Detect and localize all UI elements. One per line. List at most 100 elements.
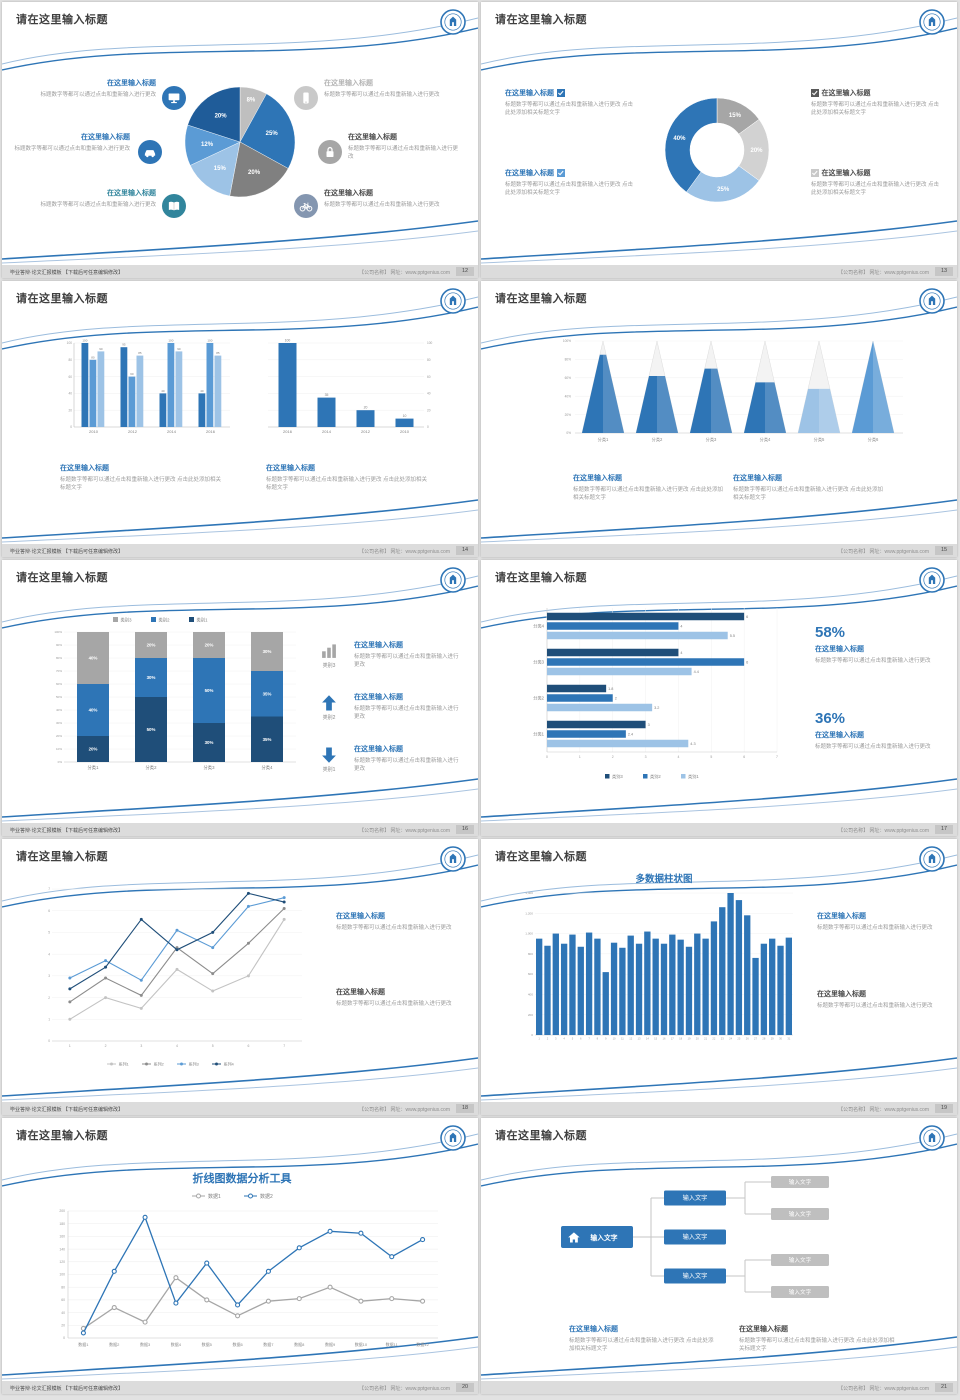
slide-title: 请在这里输入标题 [16, 572, 108, 584]
svg-text:100: 100 [285, 339, 291, 343]
slide-15[interactable]: 请在这里输入标题 0% 20% 40% 60% 80% 100% 分类1 分类2 分类3 分类4 分… [481, 281, 957, 557]
svg-text:分类1: 分类1 [88, 764, 100, 771]
svg-text:85: 85 [216, 351, 220, 355]
callout-body: 标题数字等都可以通过点击和重新输入进行更改 [40, 91, 156, 98]
svg-text:25: 25 [737, 1037, 740, 1041]
svg-text:0: 0 [531, 1033, 533, 1037]
svg-text:14: 14 [646, 1037, 649, 1041]
slide-footer: 毕业答辩·论文汇报模板 【下载后可任意编辑修改】 【公司名称】 网址：www.p… [2, 544, 478, 557]
text-block: 在这里输入标题 标题数字等都可以通过点击和重新输入进行更改 点击此处添加相关标题… [733, 473, 885, 502]
svg-text:2016: 2016 [206, 429, 216, 434]
svg-text:3: 3 [140, 1044, 142, 1048]
single-bar-chart: 0 20 40 60 80 100 100 2016 35 2014 20 2012 10 2010 [268, 339, 433, 434]
svg-text:19: 19 [687, 1037, 690, 1041]
svg-text:90: 90 [177, 347, 181, 351]
svg-text:20: 20 [427, 408, 431, 412]
slide-18[interactable]: 请在这里输入标题 0 1 2 3 4 5 6 7 1 2 3 4 5 6 7 系列1 系列2 系列3 系列4 在这里… [2, 839, 478, 1115]
svg-text:25%: 25% [266, 131, 279, 137]
svg-text:35%: 35% [263, 691, 272, 696]
svg-text:15%: 15% [214, 166, 227, 172]
svg-text:输入文字: 输入文字 [683, 1272, 708, 1280]
svg-text:18: 18 [679, 1037, 682, 1041]
text-block: 在这里输入标题 标题数字等都可以通过点击和重新输入进行更改 [336, 911, 458, 932]
callout-block: 在这里输入标题 标题数字等都可以通过点击和重新输入进行更改 [32, 188, 156, 209]
svg-text:20%: 20% [750, 148, 763, 154]
svg-text:6: 6 [247, 1044, 249, 1048]
page-number: 19 [935, 1104, 953, 1113]
svg-text:60: 60 [427, 375, 431, 379]
slide-16[interactable]: 请在这里输入标题 类别3 类别2 类别1 0% 10% 20% 30% 40% 50% 60% 70… [2, 560, 478, 836]
school-logo-icon [919, 846, 945, 872]
svg-text:100: 100 [427, 341, 433, 345]
svg-text:7: 7 [776, 755, 778, 759]
slide-title: 请在这里输入标题 [495, 14, 587, 26]
block-body: 标题数字等都可以通过点击和重新输入进行更改 点击此处添加相关标题文字 [573, 486, 724, 501]
svg-text:输入文字: 输入文字 [683, 1233, 708, 1241]
block-title: 在这里输入标题 [354, 694, 403, 701]
bottom-swoosh-decoration [481, 219, 957, 265]
callout-title: 在这里输入标题 [324, 190, 373, 197]
svg-text:90: 90 [99, 347, 103, 351]
slide-title: 请在这里输入标题 [495, 851, 587, 863]
footer-right-text: 【公司名称】 网址：www.pptgenius.com [359, 549, 450, 555]
block-body: 标题数字等都可以通过点击和重新输入进行更改 点击此处添加相关标题文字 [739, 1337, 895, 1352]
svg-text:28: 28 [762, 1037, 765, 1041]
svg-text:80%: 80% [565, 358, 572, 362]
callout-title: 在这里输入标题 [107, 190, 156, 197]
school-logo-icon [440, 9, 466, 35]
slide-19[interactable]: 请在这里输入标题 多数据柱状图 0 200 400 600 800 1,000 1,200 1,… [481, 839, 957, 1115]
slide-20[interactable]: 请在这里输入标题 折线图数据分析工具 数据1 数据2 0 20 40 60 80 100 120 1… [2, 1118, 478, 1394]
svg-text:40%: 40% [89, 656, 98, 661]
block-body: 标题数字等都可以通过点击和重新输入进行更改 点击此处添加相关标题文字 [733, 486, 884, 501]
svg-text:80%: 80% [56, 656, 62, 660]
bottom-swoosh-decoration [481, 498, 957, 544]
svg-text:分类2: 分类2 [652, 436, 663, 443]
svg-text:20%: 20% [147, 643, 156, 648]
slide-footer: 毕业答辩·论文汇报模板 【下载后可任意编辑修改】 【公司名称】 网址：www.p… [2, 1381, 478, 1394]
svg-text:2014: 2014 [167, 429, 177, 434]
svg-text:26: 26 [746, 1037, 749, 1041]
svg-text:2012: 2012 [128, 429, 138, 434]
bottom-swoosh-decoration [2, 777, 478, 823]
svg-text:400: 400 [528, 993, 533, 997]
svg-text:20%: 20% [205, 643, 214, 648]
block-body: 标题数字等都可以通过点击和重新输入进行更改 点击此处添加相关标题文字 [266, 476, 428, 491]
block-title: 在这里输入标题 [60, 465, 109, 472]
svg-text:40: 40 [68, 392, 72, 396]
svg-text:60%: 60% [565, 376, 572, 380]
slide-17[interactable]: 请在这里输入标题 0 1 2 3 4 5 6 7 6 4 5.5 分类4 4 6 4.4 分类3 1.8 2 3.2… [481, 560, 957, 836]
svg-text:多数据柱状图: 多数据柱状图 [635, 873, 692, 885]
slide-footer: 毕业答辩·论文汇报模板 【下载后可任意编辑修改】 【公司名称】 网址：www.p… [2, 1102, 478, 1115]
block-title: 在这里输入标题 [739, 1326, 788, 1333]
footer-left-text: 毕业答辩·论文汇报模板 【下载后可任意编辑修改】 [10, 270, 124, 276]
school-logo-icon [440, 567, 466, 593]
slide-footer: 【公司名称】 网址：www.pptgenius.com 21 [481, 1381, 957, 1394]
svg-text:数据7: 数据7 [263, 1341, 274, 1347]
svg-text:100: 100 [82, 339, 87, 343]
svg-text:数据3: 数据3 [140, 1341, 151, 1347]
svg-text:数据6: 数据6 [232, 1341, 243, 1347]
checklist-body: 标题数字等都可以通过点击和重新输入进行更改 点击此处添加相关标题文字 [505, 102, 634, 117]
svg-text:数据8: 数据8 [294, 1341, 305, 1347]
svg-text:5: 5 [48, 931, 50, 935]
school-logo-icon [919, 567, 945, 593]
svg-text:10: 10 [403, 414, 407, 418]
svg-text:6: 6 [746, 615, 748, 619]
slide-13[interactable]: 请在这里输入标题 15% 20% 25% 40% 在这里输入标题 标题数字等都可以通过… [481, 2, 957, 278]
text-block: 在这里输入标题 标题数字等都可以通过点击和重新输入进行更改 点击此处添加相关标题… [266, 463, 428, 492]
slide-12[interactable]: 请在这里输入标题 8% 25% 20% 15% 12% 20% 在这里输入标题 标题数字等… [2, 2, 478, 278]
svg-text:95: 95 [122, 343, 126, 347]
slide-title: 请在这里输入标题 [495, 293, 587, 305]
page-number: 20 [456, 1383, 474, 1392]
callout-block: 在这里输入标题 标题数字等都可以通过点击和重新输入进行更改 [324, 188, 444, 209]
stat-block: 36% 在这里输入标题 标题数字等都可以通过点击和重新输入进行更改 [815, 710, 937, 751]
svg-text:50%: 50% [56, 695, 62, 699]
svg-text:7: 7 [588, 1037, 590, 1041]
svg-text:10%: 10% [56, 747, 62, 751]
svg-text:类别3: 类别3 [121, 617, 133, 624]
page-number: 13 [935, 267, 953, 276]
slide-14[interactable]: 请在这里输入标题 0 20 40 60 80 100 100 80 90 2010 95 60 85 20… [2, 281, 478, 557]
page-number: 17 [935, 825, 953, 834]
slide-21[interactable]: 请在这里输入标题 输入文字 输入文字 输入文字 输入文字 输入文字 输入文字 输入文字 输入文… [481, 1118, 957, 1394]
svg-text:系列3: 系列3 [189, 1061, 200, 1067]
